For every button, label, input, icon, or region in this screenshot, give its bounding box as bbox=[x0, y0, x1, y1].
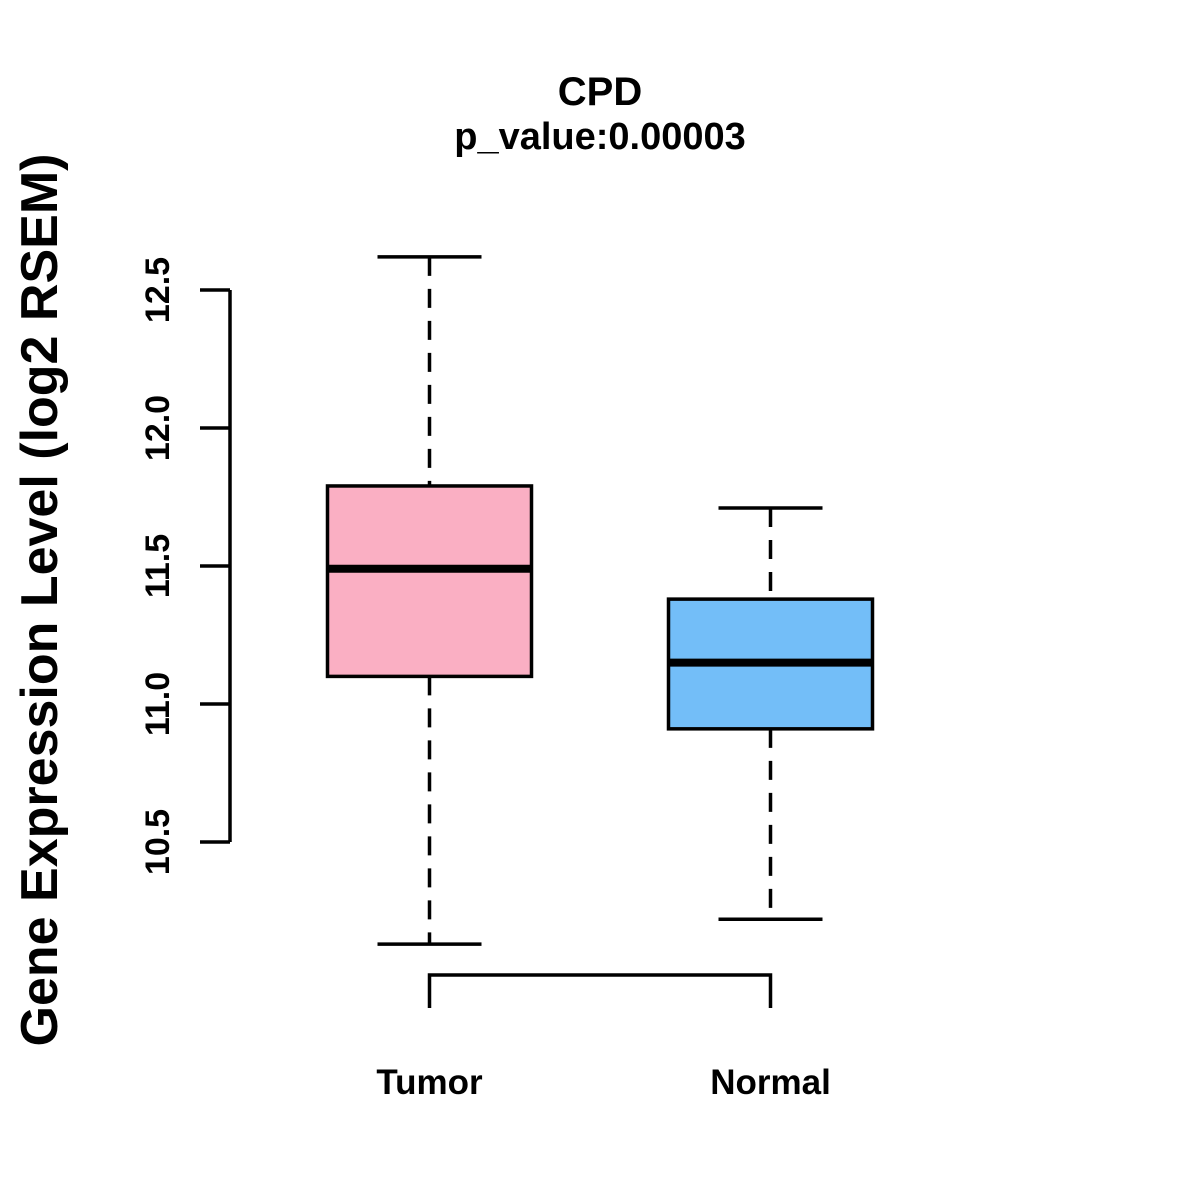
chart-subtitle: p_value:0.00003 bbox=[454, 116, 746, 158]
y-axis-tick-label: 11.5 bbox=[139, 534, 177, 598]
y-axis-tick-label: 12.0 bbox=[139, 395, 177, 461]
box-tumor bbox=[325, 484, 534, 679]
y-axis-tick-label: 12.5 bbox=[139, 257, 177, 323]
group-label-normal: Normal bbox=[710, 1063, 831, 1102]
chart-title: CPD bbox=[557, 70, 643, 114]
group-label-tumor: Tumor bbox=[376, 1063, 483, 1102]
x-axis-bracket bbox=[427, 973, 773, 1008]
y-axis-tick-label: 10.5 bbox=[139, 809, 177, 875]
y-axis-tick-label: 11.0 bbox=[139, 672, 177, 736]
